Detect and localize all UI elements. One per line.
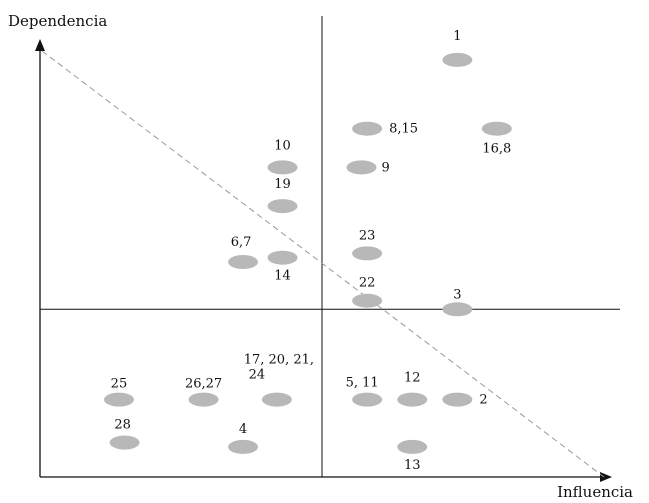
y-axis-label: Dependencia xyxy=(8,12,107,30)
data-point xyxy=(352,392,383,407)
point-label: 9 xyxy=(381,160,389,175)
data-point xyxy=(397,392,428,407)
point-label: 6,7 xyxy=(231,235,252,250)
data-point xyxy=(352,121,383,136)
data-point xyxy=(352,293,383,308)
data-point xyxy=(442,52,473,67)
point-label: 19 xyxy=(274,177,291,192)
point-label: 8,15 xyxy=(389,122,418,137)
point-label: 26,27 xyxy=(185,377,222,392)
data-point xyxy=(481,121,512,136)
point-label: 14 xyxy=(274,269,291,284)
point-label: 2 xyxy=(479,393,487,408)
y-axis-arrow xyxy=(35,39,45,51)
point-label: 28 xyxy=(114,418,131,433)
data-point xyxy=(109,435,140,450)
data-point xyxy=(267,199,298,214)
point-label-line: 17, 20, 21, xyxy=(244,353,314,368)
data-point xyxy=(346,160,377,175)
point-label: 13 xyxy=(404,458,421,473)
data-point xyxy=(442,302,473,317)
point-label: 1 xyxy=(453,29,461,44)
data-point xyxy=(228,439,259,454)
point-label: 17, 20, 21, 24 xyxy=(244,353,314,383)
point-label-line: 24 xyxy=(249,368,266,383)
x-axis-label: Influencia xyxy=(557,483,633,501)
point-label: 22 xyxy=(359,276,376,291)
data-point xyxy=(397,439,428,454)
point-label: 23 xyxy=(359,228,376,243)
point-label: 12 xyxy=(404,371,421,386)
data-point xyxy=(267,250,298,265)
data-point xyxy=(442,392,473,407)
point-label: 10 xyxy=(274,138,291,153)
data-point xyxy=(352,246,383,261)
data-point xyxy=(267,160,298,175)
data-point xyxy=(228,255,259,269)
data-point xyxy=(103,392,134,407)
x-axis-arrow xyxy=(600,472,612,482)
chart-frame xyxy=(35,16,620,482)
point-label: 5, 11 xyxy=(346,376,379,391)
data-point xyxy=(261,392,292,407)
point-label: 4 xyxy=(239,422,247,437)
point-label: 16,8 xyxy=(482,142,511,157)
point-label: 25 xyxy=(111,377,128,392)
chart-marks: 1 8,15 16,8 10 9 19 23 6,7 14 22 3 25 26,27 17, 20, 2… xyxy=(103,29,512,473)
point-label: 3 xyxy=(453,287,461,302)
diagonal-dashed-line xyxy=(41,50,605,478)
data-point xyxy=(188,392,219,407)
